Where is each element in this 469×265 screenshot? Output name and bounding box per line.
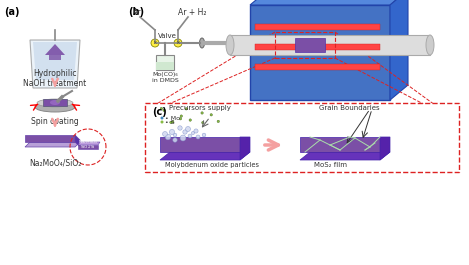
Circle shape	[190, 130, 196, 136]
Circle shape	[179, 118, 182, 120]
Circle shape	[170, 121, 172, 123]
Circle shape	[56, 101, 60, 104]
Text: Mo(CO)₆
in DMDS: Mo(CO)₆ in DMDS	[151, 72, 178, 83]
Text: Ar: Ar	[133, 8, 142, 17]
Circle shape	[160, 107, 163, 110]
FancyBboxPatch shape	[295, 38, 325, 52]
Circle shape	[202, 121, 204, 124]
Bar	[300, 137, 380, 152]
Text: Valve: Valve	[158, 33, 177, 39]
Text: (a): (a)	[4, 7, 20, 17]
Bar	[255, 24, 380, 30]
Text: (b): (b)	[128, 7, 144, 17]
Circle shape	[202, 133, 206, 137]
Circle shape	[163, 109, 165, 112]
Bar	[250, 5, 390, 100]
Circle shape	[183, 130, 187, 134]
Ellipse shape	[226, 35, 234, 55]
Bar	[255, 44, 380, 50]
Circle shape	[194, 129, 198, 133]
Text: Na₂MoO₄/SiO₂: Na₂MoO₄/SiO₂	[29, 158, 81, 167]
Bar	[49, 55, 61, 60]
FancyBboxPatch shape	[156, 55, 174, 70]
Text: Ar + H₂: Ar + H₂	[178, 8, 206, 17]
Text: $\mathregular{Na_2MoO_4}$: $\mathregular{Na_2MoO_4}$	[78, 139, 98, 146]
Bar	[156, 62, 174, 70]
Text: Hydrophilic
NaOH treatment: Hydrophilic NaOH treatment	[23, 69, 87, 89]
Circle shape	[160, 121, 164, 123]
FancyBboxPatch shape	[43, 99, 67, 106]
Circle shape	[162, 131, 167, 137]
Circle shape	[169, 129, 175, 135]
Text: Precursors supply: Precursors supply	[169, 105, 231, 111]
FancyBboxPatch shape	[145, 103, 459, 172]
Bar	[160, 137, 240, 152]
Text: (c): (c)	[152, 107, 167, 117]
Text: • Mo: • Mo	[165, 116, 180, 121]
Polygon shape	[240, 137, 250, 160]
Polygon shape	[33, 42, 77, 80]
Circle shape	[186, 127, 189, 131]
Circle shape	[196, 135, 200, 139]
Polygon shape	[390, 0, 408, 100]
Circle shape	[188, 134, 192, 138]
Ellipse shape	[37, 99, 73, 107]
Circle shape	[173, 138, 177, 142]
Text: ×: ×	[176, 41, 180, 46]
Ellipse shape	[426, 35, 434, 55]
Polygon shape	[380, 137, 390, 160]
Text: Spin coating: Spin coating	[31, 117, 79, 126]
Circle shape	[160, 117, 164, 120]
Text: $\mathregular{SiO_2/Si}$: $\mathregular{SiO_2/Si}$	[80, 143, 96, 151]
Polygon shape	[78, 142, 100, 145]
Text: • S: • S	[165, 120, 174, 125]
Ellipse shape	[50, 100, 60, 105]
Circle shape	[185, 108, 188, 110]
Circle shape	[172, 121, 174, 123]
Ellipse shape	[199, 38, 204, 48]
Polygon shape	[300, 152, 390, 160]
Text: ×: ×	[153, 41, 157, 46]
Polygon shape	[75, 135, 80, 147]
Circle shape	[210, 114, 212, 116]
Polygon shape	[25, 142, 80, 147]
Circle shape	[180, 115, 182, 117]
Circle shape	[151, 39, 159, 47]
Ellipse shape	[35, 102, 75, 112]
Bar	[255, 64, 380, 70]
Circle shape	[173, 133, 177, 137]
Polygon shape	[30, 40, 80, 88]
Polygon shape	[160, 152, 250, 160]
Circle shape	[181, 135, 186, 141]
Circle shape	[217, 120, 219, 123]
Polygon shape	[25, 135, 75, 142]
Polygon shape	[45, 44, 65, 55]
Circle shape	[201, 112, 203, 114]
Bar	[230, 35, 430, 55]
Circle shape	[189, 119, 191, 121]
Polygon shape	[250, 0, 408, 5]
Circle shape	[178, 126, 182, 130]
Text: Grain Boundaries: Grain Boundaries	[319, 105, 380, 111]
Circle shape	[174, 39, 182, 47]
Circle shape	[166, 134, 171, 140]
Polygon shape	[78, 145, 98, 149]
Text: MoS₂ film: MoS₂ film	[313, 162, 347, 168]
Text: Molybdenum oxide particles: Molybdenum oxide particles	[165, 162, 259, 168]
